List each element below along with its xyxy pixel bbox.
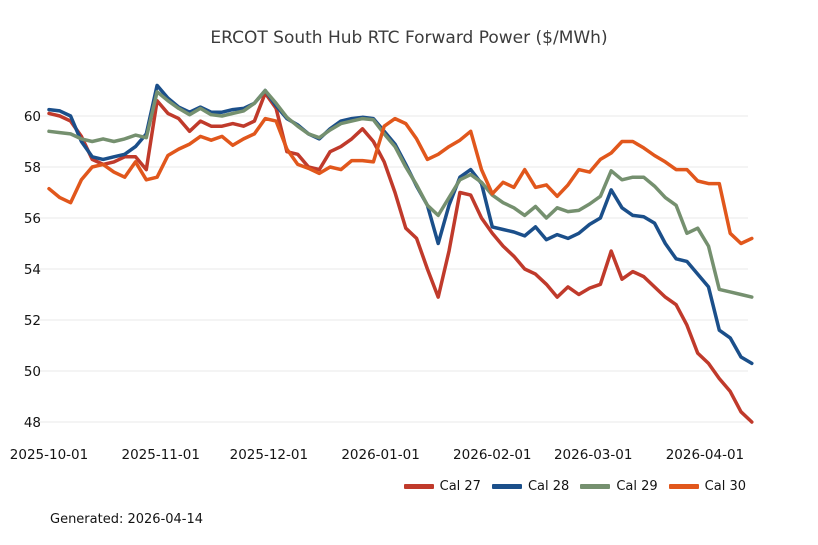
series-line-cal-27 (47, 91, 754, 424)
legend-item-cal-30: Cal 30 (668, 479, 746, 494)
x-tick-label-2025-12-01: 2025-12-01 (230, 447, 308, 463)
y-tick-label-52: 52 (24, 313, 41, 329)
series-line-cal-29 (47, 88, 754, 299)
x-tick-label-2025-11-01: 2025-11-01 (121, 447, 199, 463)
y-tick-label-54: 54 (24, 262, 41, 278)
x-tick-label-2026-01-01: 2026-01-01 (341, 447, 419, 463)
generated-timestamp: Generated: 2026-04-14 (50, 512, 204, 527)
legend-item-cal-28: Cal 28 (491, 479, 570, 494)
series-line-cal-30 (47, 116, 754, 246)
legend-item-cal-29: Cal 29 (580, 479, 658, 494)
y-tick-label-48: 48 (24, 415, 41, 431)
legend-swatch-cal-28 (491, 484, 522, 489)
legend: Cal 27 Cal 28 Cal 29 Cal 30 (403, 479, 746, 494)
legend-label-cal-29: Cal 29 (616, 479, 658, 494)
legend-label-cal-28: Cal 28 (527, 479, 570, 494)
legend-item-cal-27: Cal 27 (403, 479, 481, 494)
legend-swatch-cal-29 (580, 484, 611, 489)
y-tick-label-58: 58 (24, 160, 41, 176)
legend-label-cal-30: Cal 30 (704, 479, 746, 494)
legend-swatch-cal-27 (403, 484, 434, 489)
x-tick-label-2026-03-01: 2026-03-01 (554, 447, 632, 463)
legend-swatch-cal-30 (668, 484, 699, 489)
x-tick-label-2026-02-01: 2026-02-01 (453, 447, 531, 463)
chart-title: ERCOT South Hub RTC Forward Power ($/MWh… (210, 28, 608, 48)
y-tick-label-50: 50 (24, 364, 41, 380)
y-tick-label-60: 60 (24, 109, 41, 125)
x-tick-label-2026-04-01: 2026-04-01 (666, 447, 744, 463)
y-tick-label-56: 56 (24, 211, 41, 227)
x-tick-label-2025-10-01: 2025-10-01 (10, 447, 88, 463)
legend-label-cal-27: Cal 27 (439, 479, 481, 494)
